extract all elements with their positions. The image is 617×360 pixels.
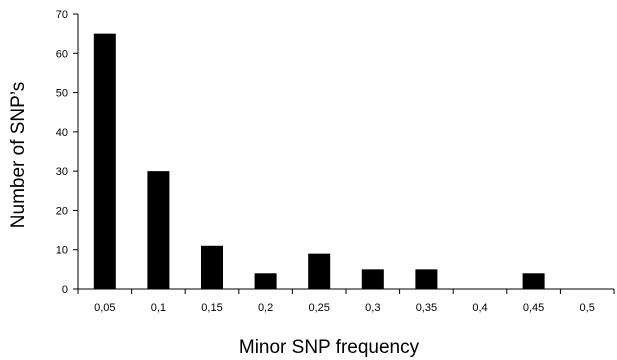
bar: [254, 273, 277, 289]
x-tick-label: 0,4: [472, 302, 487, 314]
y-tick-label: 10: [56, 245, 68, 257]
x-tick-label: 0,25: [308, 302, 329, 314]
y-tick-label: 30: [56, 166, 68, 178]
bar: [522, 273, 545, 289]
x-tick-label: 0,45: [523, 302, 544, 314]
bar: [201, 245, 223, 289]
y-tick-label: 70: [56, 9, 68, 21]
y-tick-label: 50: [56, 88, 68, 100]
x-tick-label: 0,2: [258, 302, 273, 314]
bar: [147, 171, 170, 289]
x-tick-label: 0,3: [365, 302, 380, 314]
bar: [361, 269, 384, 289]
y-tick-label: 60: [56, 48, 68, 60]
x-axis-title: Minor SNP frequency: [239, 337, 420, 358]
y-tick-label: 20: [56, 205, 68, 217]
x-tick-label: 0,35: [416, 302, 437, 314]
bar: [93, 33, 116, 290]
x-tick-label: 0,5: [580, 302, 595, 314]
bar: [415, 269, 438, 289]
plot-area: 0 10 20 30 40 50 60 70 0,05 0,1 0,15 0,2 0,25 0,3 0,35…: [56, 9, 615, 314]
bar: [308, 253, 331, 289]
y-axis-title: Number of SNP’s: [8, 82, 29, 228]
x-tick-label: 0,1: [151, 302, 166, 314]
y-tick-label: 0: [62, 284, 68, 296]
x-tick-label: 0,05: [94, 302, 115, 314]
x-tick-label: 0,15: [201, 302, 222, 314]
y-tick-label: 40: [56, 127, 68, 139]
